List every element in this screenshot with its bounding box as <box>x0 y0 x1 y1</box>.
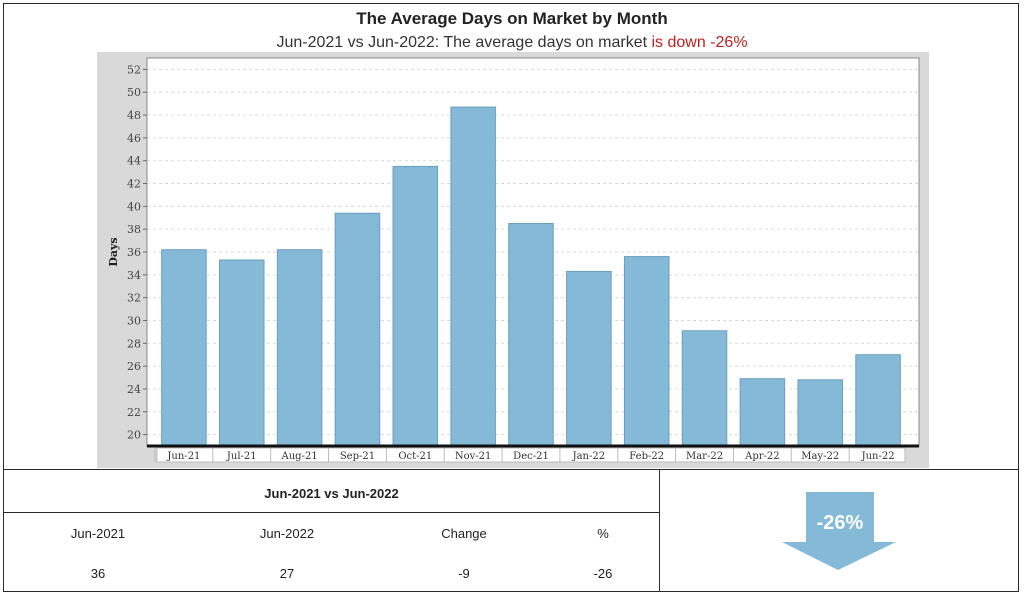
bar <box>161 249 207 447</box>
x-tick-label: Sep-21 <box>340 451 375 462</box>
bar <box>508 222 554 447</box>
x-tick-label: Jun-22 <box>861 451 895 462</box>
y-tick-label: 48 <box>127 109 141 122</box>
subtitle-highlight: is down -26% <box>651 34 748 51</box>
y-tick-label: 50 <box>127 86 141 99</box>
bar <box>566 270 612 447</box>
bar <box>218 259 265 447</box>
table-value-cell: 36 <box>90 566 106 581</box>
x-label-strip <box>156 447 906 463</box>
x-tick-label: May-22 <box>801 451 839 462</box>
bar <box>739 378 786 447</box>
report-frame <box>3 3 1019 592</box>
table-value-cell: -26 <box>593 566 613 581</box>
x-tick-label: Aug-21 <box>281 451 318 462</box>
x-tick-label: Dec-21 <box>513 451 549 462</box>
bar <box>623 256 670 447</box>
bar <box>681 330 728 447</box>
y-axis-label: Days <box>107 237 120 266</box>
y-tick-label: 20 <box>127 429 141 442</box>
x-tick-label: Jun-21 <box>166 451 200 462</box>
y-tick-label: 44 <box>127 155 141 168</box>
y-tick-label: 36 <box>127 246 141 259</box>
bar-chart: 20 22 24 26 28 30 32 34 36 38 40 42 44 46 48 50 52 Days Ju… <box>107 57 920 463</box>
x-tick-label: Oct-21 <box>398 451 432 462</box>
bar <box>797 379 844 447</box>
y-tick-label: 24 <box>127 383 141 396</box>
chart-subtitle: Jun-2021 vs Jun-2022: The average days o… <box>0 34 1024 52</box>
comparison-table-title: Jun-2021 vs Jun-2022 <box>264 486 399 501</box>
x-tick-label: Jan-22 <box>572 451 606 462</box>
table-value-cell: -9 <box>458 566 470 581</box>
bar <box>855 354 901 447</box>
bar <box>392 165 439 447</box>
divider-table-header <box>3 512 660 513</box>
x-tick-label: Apr-22 <box>744 451 780 462</box>
y-tick-label: 38 <box>127 223 141 236</box>
divider-vertical <box>659 469 660 592</box>
x-tick-label: Mar-22 <box>686 451 723 462</box>
y-tick-label: 22 <box>127 406 141 419</box>
y-tick-label: 42 <box>127 178 141 191</box>
table-value-cell: 27 <box>279 566 295 581</box>
y-tick-label: 32 <box>127 292 141 305</box>
y-tick-label: 52 <box>127 63 141 76</box>
down-arrow-icon <box>780 492 900 577</box>
y-tick-label: 34 <box>127 269 141 282</box>
change-percent-label: -26% <box>816 512 864 534</box>
table-header-cell: Change <box>441 526 487 541</box>
y-tick-label: 26 <box>127 360 141 373</box>
chart-title: The Average Days on Market by Month <box>356 9 668 28</box>
x-tick-label: Jul-21 <box>226 451 257 462</box>
y-tick-label: 46 <box>127 132 141 145</box>
subtitle-prefix: Jun-2021 vs Jun-2022: The average days o… <box>276 34 652 51</box>
y-tick-label: 40 <box>127 200 141 213</box>
bar <box>276 249 323 447</box>
bar <box>450 106 496 447</box>
table-header-cell: % <box>597 526 609 541</box>
x-tick-label: Nov-21 <box>455 451 492 462</box>
y-tick-label: 30 <box>127 314 141 327</box>
divider-top <box>3 469 1019 470</box>
y-tick-label: 28 <box>127 337 141 350</box>
table-header-cell: Jun-2022 <box>259 526 315 541</box>
x-tick-label: Feb-22 <box>629 451 664 462</box>
bar <box>334 212 381 447</box>
table-header-cell: Jun-2021 <box>70 526 126 541</box>
